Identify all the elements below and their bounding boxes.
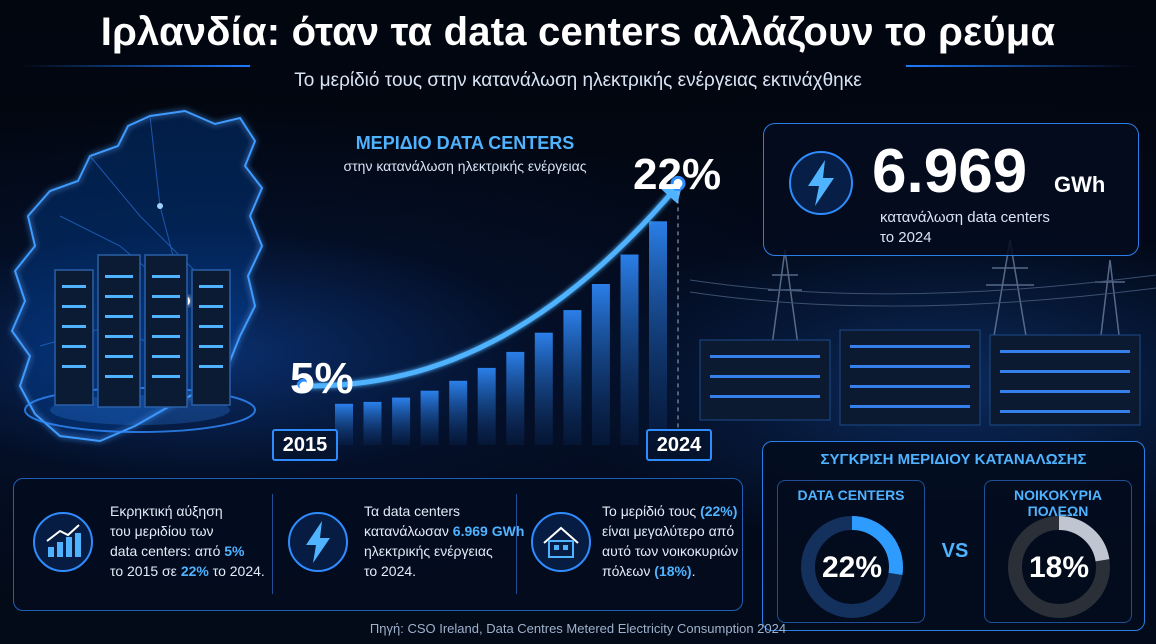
chart-bar xyxy=(420,390,439,445)
chart-bar xyxy=(449,380,468,445)
kpi-value: 6.969 xyxy=(872,137,1028,206)
info-households-text: Το μερίδιό τους (22%) είναι μεγαλύτερο α… xyxy=(602,503,739,579)
end-value-label: 22% xyxy=(633,150,722,199)
chart-bar xyxy=(506,351,525,445)
comparison-right-label: ΝΟΙΚΟΚΥΡΙΑ ΠΟΛΕΩΝ xyxy=(1013,487,1103,519)
chart-bar xyxy=(363,401,382,445)
end-year-label: 2024 xyxy=(646,429,712,461)
server-racks-icon xyxy=(24,254,256,433)
kpi-description: κατανάλωση data centers το 2024 xyxy=(880,209,1050,246)
info-growth-text: Εκρηκτική αύξηση του μεριδίου των data c… xyxy=(110,503,265,579)
comparison-card-households: ΝΟΙΚΟΚΥΡΙΑ ΠΟΛΕΩΝ 18% xyxy=(984,480,1132,623)
share-growth-chart xyxy=(296,175,686,445)
chart-bar xyxy=(534,332,553,445)
start-year-label: 2015 xyxy=(272,429,338,461)
info-consumption-text: Τα data centers κατανάλωσαν 6.969 GWh ηλ… xyxy=(364,503,525,579)
header-line-right xyxy=(906,65,1136,67)
start-point xyxy=(296,378,312,394)
city-pylons-icon xyxy=(690,239,1156,426)
chart-bar xyxy=(649,221,667,445)
lightning-bolt-icon xyxy=(288,512,348,572)
comparison-left-value: 22% xyxy=(821,551,883,584)
info-panel: Εκρηκτική αύξηση του μεριδίου των data c… xyxy=(13,478,743,611)
comparison-card-data-centers: DATA CENTERS 22% xyxy=(777,480,925,623)
bar-chart-trend-icon xyxy=(33,512,93,572)
chart-bar xyxy=(335,403,353,445)
comparison-panel: ΣΥΓΚΡΙΣΗ ΜΕΡΙΔΙΟΥ ΚΑΤΑΝΑΛΩΣΗΣ DATA CENTE… xyxy=(762,441,1145,631)
vs-label: VS xyxy=(941,540,969,562)
lightning-bolt-icon xyxy=(789,151,853,215)
chart-bars xyxy=(335,221,667,445)
info-divider xyxy=(272,494,273,594)
trend-curve xyxy=(303,183,680,389)
chart-bar xyxy=(563,310,582,445)
chart-bar xyxy=(477,367,496,445)
source-note: Πηγή: CSO Ireland, Data Centres Metered … xyxy=(369,621,787,636)
page-subtitle: Το μερίδιό τους στην κατανάλωση ηλεκτρικ… xyxy=(294,70,862,91)
start-value-label: 5% xyxy=(290,354,354,403)
donut-households-arc xyxy=(1008,516,1110,618)
header-line-left xyxy=(20,65,250,67)
info-divider xyxy=(516,494,517,594)
comparison-right-value: 18% xyxy=(1028,551,1090,584)
kpi-consumption-card: 6.969 GWh κατανάλωση data centers το 202… xyxy=(763,123,1139,256)
page-title: Ιρλανδία: όταν τα data centers αλλάζουν … xyxy=(100,10,1056,54)
chart-subtitle: στην κατανάλωση ηλεκτρικής ενέργειας xyxy=(343,158,587,174)
chart-bar xyxy=(591,284,610,445)
end-point xyxy=(670,175,686,191)
kpi-unit: GWh xyxy=(1054,172,1106,197)
chart-bar xyxy=(620,254,639,445)
chart-bar xyxy=(392,397,411,445)
donut-data-centers xyxy=(801,516,903,618)
donut-households xyxy=(1008,516,1110,618)
comparison-left-label: DATA CENTERS xyxy=(797,487,905,503)
comparison-title: ΣΥΓΚΡΙΣΗ ΜΕΡΙΔΙΟΥ ΚΑΤΑΝΑΛΩΣΗΣ xyxy=(820,451,1087,468)
house-icon xyxy=(531,512,591,572)
chart-title: ΜΕΡΙΔΙΟ DATA CENTERS xyxy=(355,133,575,153)
donut-data-centers-arc xyxy=(801,516,903,618)
